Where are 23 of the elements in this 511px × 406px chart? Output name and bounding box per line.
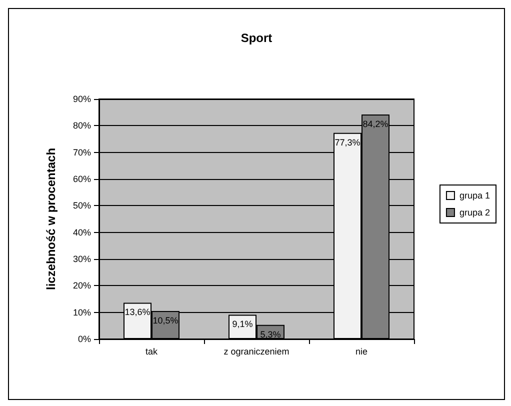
y-axis-title: liczebność w procentach bbox=[44, 148, 58, 290]
legend-label: grupa 1 bbox=[459, 190, 490, 200]
y-tick-label: 10% bbox=[72, 307, 91, 318]
y-tick-label: 30% bbox=[72, 254, 91, 264]
y-tick-label: 20% bbox=[72, 280, 91, 291]
data-label: 77,3% bbox=[334, 137, 360, 148]
x-tick-label: nie bbox=[355, 346, 368, 356]
y-tick-label: 70% bbox=[72, 147, 91, 158]
legend-label: grupa 2 bbox=[459, 208, 490, 218]
data-label: 10,5% bbox=[152, 316, 178, 326]
y-tick-label: 80% bbox=[72, 120, 91, 131]
data-label: 13,6% bbox=[124, 307, 150, 318]
y-tick-label: 0% bbox=[78, 334, 91, 344]
data-label: 9,1% bbox=[232, 319, 253, 330]
y-tick-label: 60% bbox=[72, 174, 91, 184]
data-label: 84,2% bbox=[362, 118, 388, 129]
y-tick-label: 40% bbox=[72, 227, 91, 238]
chart-title: Sport bbox=[240, 31, 272, 45]
x-tick-label: tak bbox=[145, 346, 158, 356]
x-tick-label: z ograniczeniem bbox=[224, 346, 290, 356]
data-label: 5,3% bbox=[260, 329, 281, 340]
y-tick-label: 90% bbox=[72, 94, 91, 104]
y-tick-label: 50% bbox=[72, 200, 91, 211]
